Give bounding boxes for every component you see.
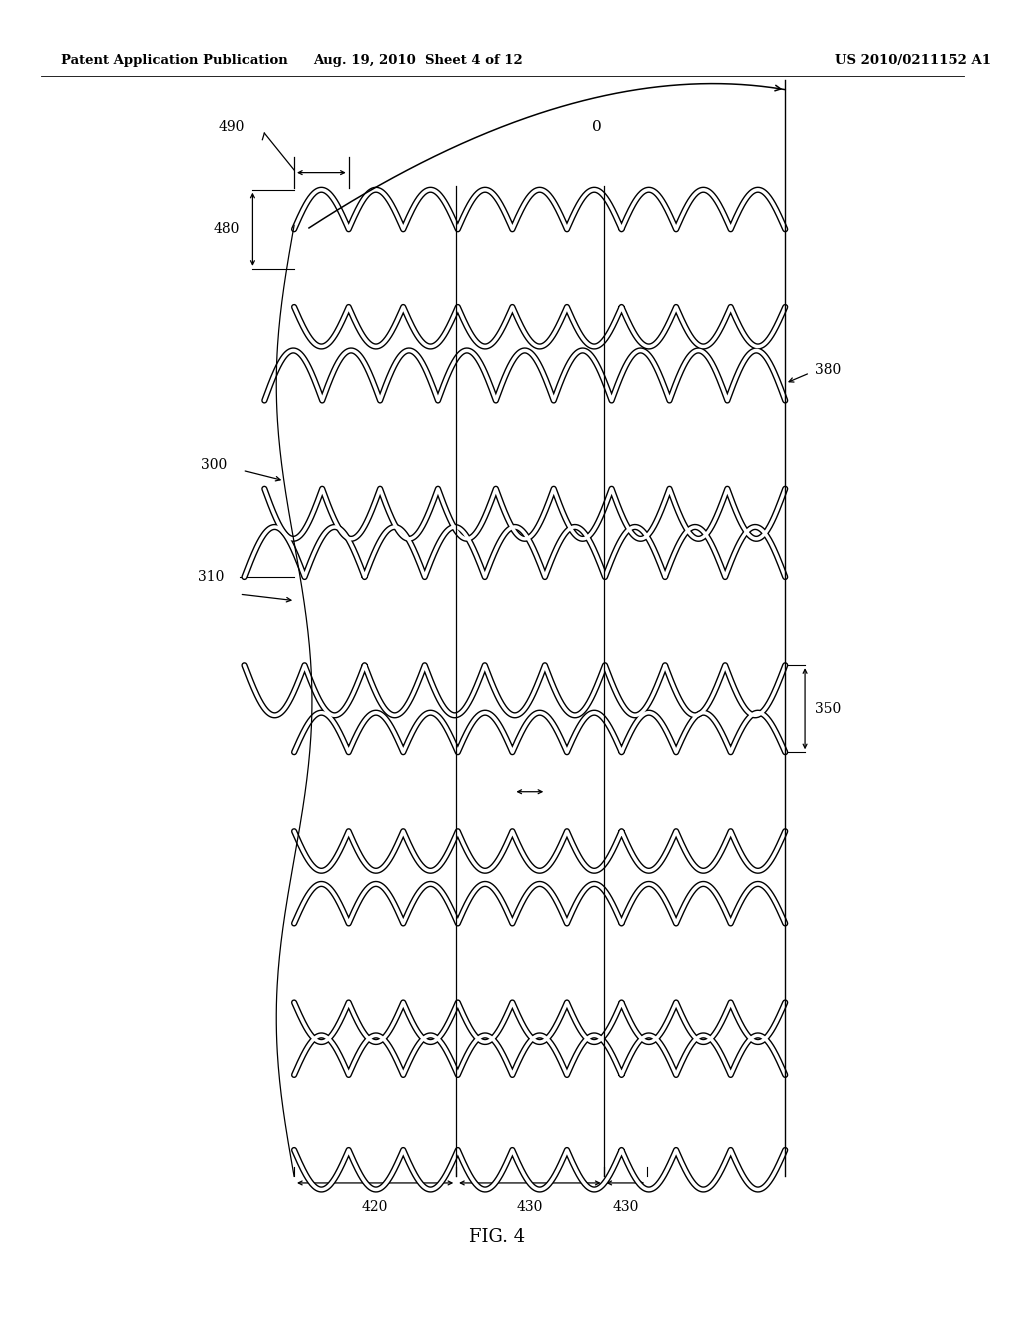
Text: 310: 310 — [199, 570, 224, 583]
Text: Aug. 19, 2010  Sheet 4 of 12: Aug. 19, 2010 Sheet 4 of 12 — [313, 54, 523, 67]
Text: US 2010/0211152 A1: US 2010/0211152 A1 — [835, 54, 991, 67]
Text: 420: 420 — [361, 1200, 388, 1214]
Text: Patent Application Publication: Patent Application Publication — [60, 54, 288, 67]
Text: 0: 0 — [592, 120, 601, 133]
Text: 350: 350 — [815, 702, 842, 715]
Text: 480: 480 — [213, 222, 240, 236]
Text: 300: 300 — [202, 458, 227, 473]
Text: 490: 490 — [218, 120, 245, 133]
Text: 430: 430 — [612, 1200, 639, 1214]
Text: 430: 430 — [517, 1200, 543, 1214]
Text: FIG. 4: FIG. 4 — [469, 1228, 525, 1246]
Text: 380: 380 — [815, 363, 842, 378]
